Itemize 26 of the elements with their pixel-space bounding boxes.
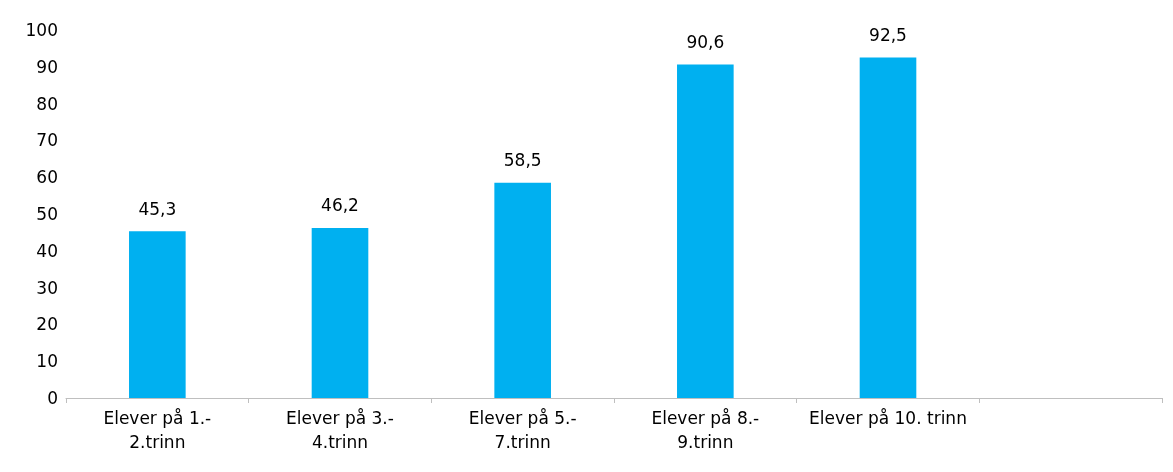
x-tick-label: Elever på 5.-7.trinn <box>468 408 577 452</box>
y-tick-label: 40 <box>36 240 58 261</box>
bar <box>677 64 734 398</box>
bar <box>311 227 369 398</box>
y-tick-label: 70 <box>36 130 58 151</box>
data-label: 92,5 <box>869 25 907 46</box>
y-tick-label: 60 <box>36 167 58 188</box>
x-tick-label: Elever på 8.-9.trinn <box>651 408 760 452</box>
y-tick-label: 0 <box>47 388 58 408</box>
bar <box>494 182 551 398</box>
bar <box>129 231 186 398</box>
x-tick-label: Elever på 3.-4.trinn <box>286 408 394 452</box>
y-tick-label: 50 <box>36 204 58 224</box>
y-tick-label: 100 <box>25 20 58 40</box>
x-tick-label: Elever på 10. trinn <box>809 408 967 428</box>
y-tick-label: 80 <box>36 93 58 114</box>
data-label: 90,6 <box>686 32 725 53</box>
bar <box>859 57 917 398</box>
data-label: 58,5 <box>503 150 542 171</box>
y-tick-label: 10 <box>36 351 58 372</box>
x-tick-label: Elever på 1.-2.trinn <box>103 408 212 452</box>
data-label: 45,3 <box>138 198 177 219</box>
y-tick-label: 30 <box>36 277 58 298</box>
data-label: 46,2 <box>321 195 359 216</box>
y-tick-label: 90 <box>36 56 58 77</box>
y-tick-label: 20 <box>36 314 58 335</box>
